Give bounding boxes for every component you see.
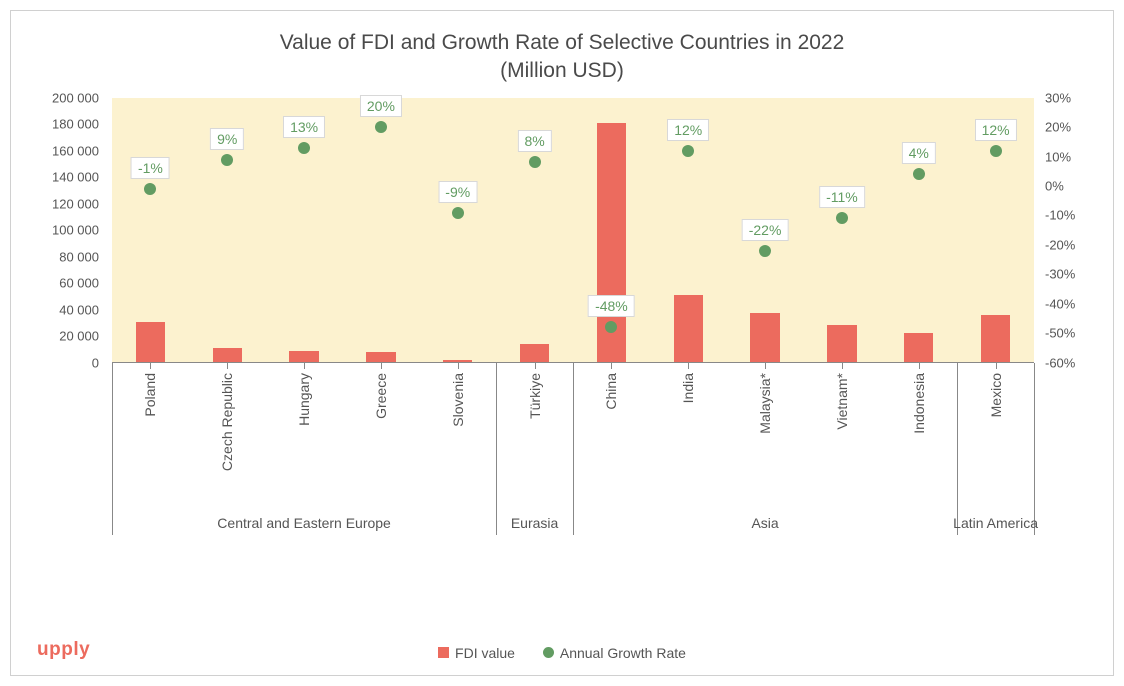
group-separator [957,363,958,535]
y-right-tick: -50% [1045,326,1075,341]
y-right-tick: -60% [1045,355,1075,370]
y-right-tick: -10% [1045,208,1075,223]
growth-label: -9% [438,181,477,203]
x-category-label: Greece [373,373,389,419]
plot-area: -1% 9% 13% 20% -9% 8% -48% 12% -22% -11% 4% 12% [112,98,1034,363]
growth-label: 8% [517,130,551,152]
legend-label-bars: FDI value [455,645,515,661]
legend-item-bars: FDI value [438,645,515,661]
legend: FDI value Annual Growth Rate [11,645,1113,662]
growth-label: -22% [742,219,789,241]
x-category-label: Türkiye [527,373,543,419]
growth-label: 13% [283,116,325,138]
x-category-label: Slovenia [450,373,466,427]
bars-layer: -1% 9% 13% 20% -9% 8% -48% 12% -22% -11% 4% 12% [112,98,1034,362]
bar [213,348,242,361]
y-left-tick: 140 000 [52,170,99,185]
growth-point [144,183,156,195]
group-label: Central and Eastern Europe [217,515,391,531]
chart-body: 0 20 000 40 000 60 000 80 000 100 000 120 000 1… [37,98,1087,568]
legend-label-points: Annual Growth Rate [560,645,686,661]
y-left-tick: 20 000 [59,329,99,344]
y-right-tick: 0% [1045,179,1064,194]
y-right-tick: 30% [1045,90,1071,105]
bar [674,295,703,361]
growth-point [836,212,848,224]
y-axis-right: -60%-50%-40%-30%-20%-10%0%10%20%30% [1037,98,1087,363]
growth-point [605,321,617,333]
growth-point [913,168,925,180]
growth-point [759,245,771,257]
growth-label: -11% [819,186,865,208]
brand-logo: upply [37,639,90,661]
x-category-label: Indonesia [911,373,927,434]
chart-title: Value of FDI and Growth Rate of Selectiv… [37,29,1087,86]
y-left-tick: 120 000 [52,196,99,211]
bar [289,351,318,362]
y-right-tick: 10% [1045,149,1071,164]
group-separator [112,363,113,535]
y-right-tick: -20% [1045,237,1075,252]
x-category-label: Mexico [988,373,1004,417]
growth-label: 12% [667,119,709,141]
y-left-tick: 160 000 [52,143,99,158]
x-axis: Poland Czech Republic Hungary Greece Sloveni… [112,363,1034,568]
growth-label: 4% [902,142,936,164]
y-left-tick: 40 000 [59,302,99,317]
bar-swatch-icon [438,647,449,658]
x-category-label: Hungary [296,373,312,426]
x-category-label: Poland [142,373,158,417]
legend-item-points: Annual Growth Rate [543,645,686,661]
y-left-tick: 100 000 [52,223,99,238]
bar [136,322,165,362]
growth-point [221,154,233,166]
growth-label: -1% [131,157,170,179]
title-line-1: Value of FDI and Growth Rate of Selectiv… [280,31,845,54]
growth-label: 20% [360,95,402,117]
bar [443,360,472,362]
y-left-tick: 80 000 [59,249,99,264]
bar [827,325,856,362]
bar [520,344,549,361]
chart-container: Value of FDI and Growth Rate of Selectiv… [10,10,1114,676]
growth-point [298,142,310,154]
bar [981,315,1010,361]
bar [904,333,933,362]
bar [750,313,779,362]
group-separator [573,363,574,535]
y-right-tick: -40% [1045,296,1075,311]
group-separator [1034,363,1035,535]
growth-point [990,145,1002,157]
y-left-tick: 0 [92,355,99,370]
group-label: Eurasia [511,515,558,531]
x-category-label: India [680,373,696,403]
y-right-tick: -30% [1045,267,1075,282]
x-category-label: Vietnam* [834,373,850,430]
x-category-label: China [603,373,619,410]
y-left-tick: 200 000 [52,90,99,105]
group-label: Latin America [953,515,1038,531]
growth-label: -48% [588,295,635,317]
growth-point [529,156,541,168]
bar [366,352,395,361]
title-line-2: (Million USD) [500,59,624,82]
y-left-tick: 60 000 [59,276,99,291]
group-separator [496,363,497,535]
growth-point [682,145,694,157]
x-category-label: Malaysia* [757,373,773,434]
growth-point [375,121,387,133]
growth-label: 9% [210,128,244,150]
y-left-tick: 180 000 [52,117,99,132]
y-axis-left: 020 00040 00060 00080 000100 000120 0001… [37,98,107,363]
dot-swatch-icon [543,647,554,658]
y-right-tick: 20% [1045,120,1071,135]
group-label: Asia [751,515,778,531]
x-category-label: Czech Republic [219,373,235,471]
growth-point [452,207,464,219]
growth-label: 12% [975,119,1017,141]
